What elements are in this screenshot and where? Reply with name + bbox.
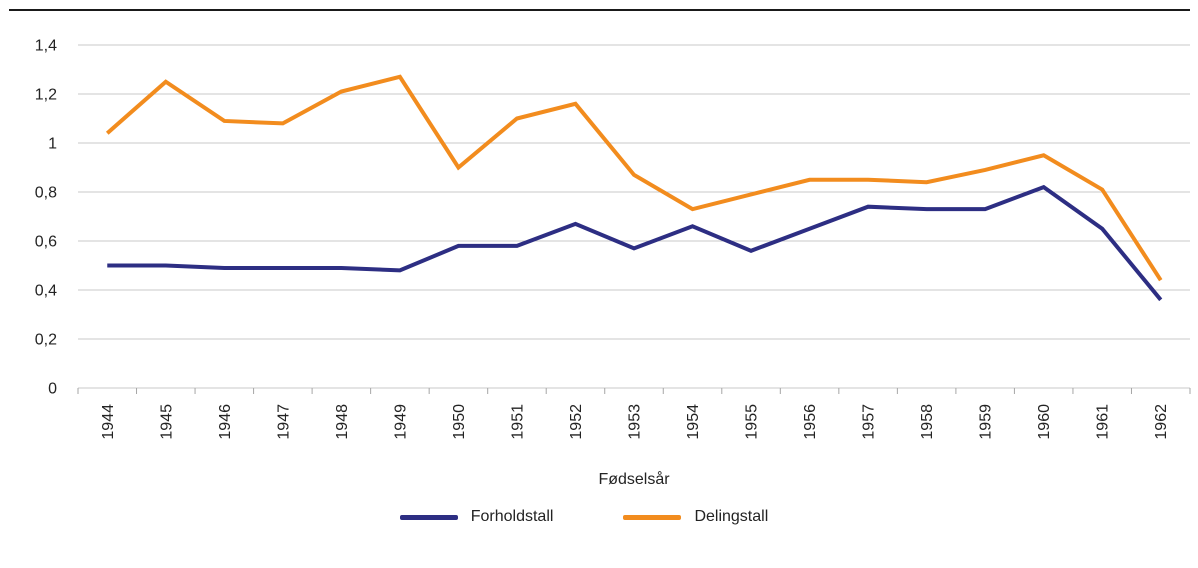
y-tick-label: 1 bbox=[48, 136, 57, 153]
x-tick-label: 1951 bbox=[509, 404, 526, 440]
legend-swatch-delingstall bbox=[623, 514, 682, 520]
y-tick-label: 0,2 bbox=[35, 332, 57, 349]
x-tick-label: 1955 bbox=[744, 404, 761, 440]
series-line-forholdstall bbox=[107, 184, 1163, 302]
x-tick-label: 1958 bbox=[919, 404, 936, 440]
x-tick-label: 1949 bbox=[392, 404, 409, 440]
y-tick-label: 0,4 bbox=[35, 283, 57, 300]
legend-item-forholdstall: Forholdstall bbox=[399, 508, 554, 526]
x-tick-label: 1954 bbox=[685, 404, 702, 440]
y-tick-label: 0 bbox=[48, 381, 57, 398]
y-tick-label: 0,8 bbox=[35, 185, 57, 202]
x-tick-label: 1947 bbox=[275, 404, 292, 440]
x-axis-title: Fødselsår bbox=[598, 470, 670, 488]
x-tick-label: 1960 bbox=[1036, 404, 1053, 440]
y-tick-label: 1,2 bbox=[35, 87, 57, 104]
x-tick-label: 1952 bbox=[568, 404, 585, 440]
x-tick-label: 1959 bbox=[978, 404, 995, 440]
x-tick-label: 1945 bbox=[158, 404, 175, 440]
y-tick-label: 0,6 bbox=[35, 234, 57, 251]
x-tick-label: 1953 bbox=[627, 404, 644, 440]
legend-label-delingstall: Delingstall bbox=[694, 508, 769, 525]
x-tick-label: 1948 bbox=[334, 404, 351, 440]
x-tick-label: 1962 bbox=[1153, 404, 1170, 440]
x-tick-label: 1956 bbox=[802, 404, 819, 440]
x-tick-label: 1957 bbox=[861, 404, 878, 440]
x-tick-label: 1944 bbox=[100, 404, 117, 440]
legend-label-forholdstall: Forholdstall bbox=[470, 508, 554, 525]
y-tick-label: 1,4 bbox=[35, 38, 57, 55]
x-tick-label: 1946 bbox=[217, 404, 234, 440]
legend-item-delingstall: Delingstall bbox=[623, 508, 768, 526]
series-line-delingstall bbox=[105, 74, 1163, 282]
x-tick-label: 1950 bbox=[451, 404, 468, 440]
chart-legend: Forholdstall Delingstall bbox=[0, 508, 1198, 526]
legend-swatch-forholdstall bbox=[399, 514, 458, 520]
x-tick-label: 1961 bbox=[1095, 404, 1112, 440]
